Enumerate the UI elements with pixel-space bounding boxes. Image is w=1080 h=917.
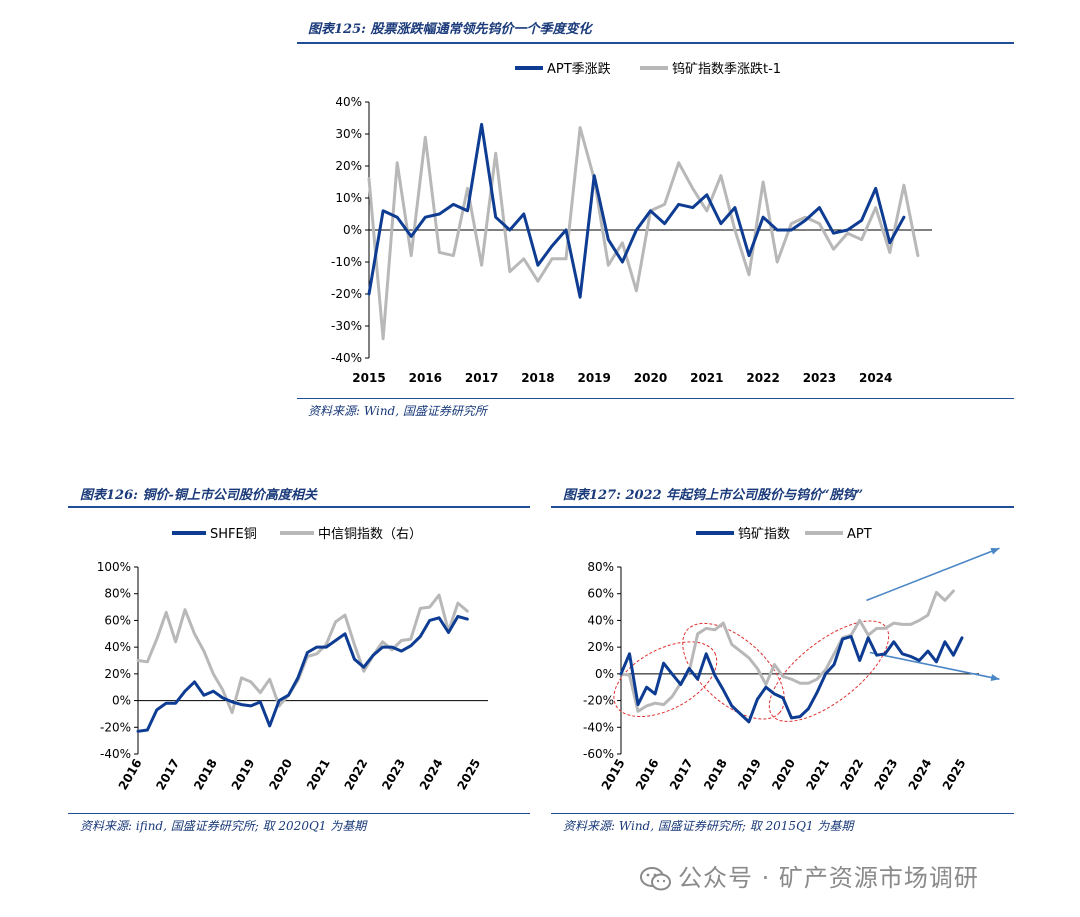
fig126-top-rule [68, 506, 530, 508]
fig127-chart: -60%-40%-20%0%20%40%60%80%2015 2016 2017 20… [583, 526, 1000, 793]
fig127-source: 资料来源: Wind, 国盛证券研究所; 取 2015Q1 为基期 [563, 819, 854, 833]
fig126-title: 图表126: 铜价-铜上市公司股价高度相关 [80, 488, 317, 503]
y-tick-label: 0% [112, 694, 131, 708]
x-tick-label: 2018 [191, 757, 220, 793]
x-tick-label: 2020 [266, 757, 295, 793]
x-tick-label: 2016 [116, 757, 145, 793]
x-tick-label: 2023 [379, 757, 408, 793]
fig127-title: 图表127: 2022 年起钨上市公司股价与钨价“脱钩” [563, 488, 864, 503]
legend-label: SHFE铜 [210, 527, 257, 542]
y-tick-label: -40% [331, 351, 362, 365]
annotation-ellipse [682, 622, 785, 720]
y-tick-label: -20% [100, 720, 131, 734]
x-tick-label: 2019 [735, 757, 764, 793]
fig125-chart: -40% -30% -20% -10% 0% 10% 20% 30% 40% 2015 2016 20… [331, 61, 932, 385]
series-line [367, 122, 906, 299]
y-tick-label: 20% [104, 667, 131, 681]
fig127-top-rule [551, 506, 1014, 508]
x-tick-label: 2015 [599, 757, 628, 793]
wechat-watermark: 公众号 · 矿产资源市场调研 [640, 858, 979, 893]
x-tick-label: 2023 [803, 371, 836, 385]
annotation-arrow [866, 547, 1000, 602]
x-tick-label: 2019 [229, 757, 258, 793]
series-line [619, 635, 964, 724]
fig126-chart: -40% -20% 0% 20% 40% 60% 80% 100% 2016 2017 2018 20… [97, 527, 488, 793]
x-tick-label: 2016 [409, 371, 442, 385]
fig126-source: 资料来源: ifind, 国盛证券研究所; 取 2020Q1 为基期 [80, 819, 367, 833]
y-tick-label: -20% [331, 287, 362, 301]
x-tick-label: 2024 [906, 757, 935, 793]
x-tick-label: 2022 [837, 757, 866, 793]
x-tick-label: 2021 [304, 757, 333, 793]
x-tick-label: 2015 [352, 371, 385, 385]
fig125-bottom-rule [297, 398, 1014, 399]
y-tick-label: 0% [343, 223, 362, 237]
y-tick-label: 20% [587, 640, 614, 654]
y-tick-label: -40% [100, 747, 131, 761]
annotation-arrowhead [990, 674, 1000, 681]
annotation-ellipse [613, 641, 718, 718]
series-line [367, 126, 920, 341]
fig125-title: 图表125: 股票涨跌幅通常领先钨价一个季度变化 [308, 22, 592, 37]
watermark-text: 公众号 · 矿产资源市场调研 [678, 864, 979, 892]
x-tick-label: 2016 [633, 757, 662, 793]
y-tick-label: -10% [331, 255, 362, 269]
x-tick-label: 2018 [521, 371, 554, 385]
fig126-bottom-rule [68, 813, 530, 814]
x-tick-label: 2025 [940, 757, 969, 793]
x-tick-label: 2020 [634, 371, 667, 385]
y-tick-label: 0% [595, 667, 614, 681]
x-tick-label: 2017 [153, 757, 182, 793]
y-tick-label: -20% [583, 694, 614, 708]
fig127-bottom-rule [551, 813, 1014, 814]
x-tick-label: 2022 [342, 757, 371, 793]
series-line [136, 593, 469, 715]
fig125-source: 资料来源: Wind, 国盛证券研究所 [308, 404, 487, 418]
series-line [619, 589, 955, 713]
x-tick-label: 2017 [465, 371, 498, 385]
y-tick-label: 40% [587, 613, 614, 627]
series-line [136, 614, 469, 733]
y-tick-label: 40% [104, 640, 131, 654]
y-tick-label: 20% [335, 159, 362, 173]
x-tick-label: 2024 [859, 371, 892, 385]
fig125-top-rule [297, 42, 1014, 44]
y-tick-label: 30% [335, 127, 362, 141]
x-tick-label: 2021 [803, 757, 832, 793]
legend-label: APT [847, 527, 872, 542]
x-tick-label: 2023 [872, 757, 901, 793]
legend-label: 钨矿指数季涨跌t-1 [672, 61, 781, 77]
y-tick-label: 100% [97, 560, 131, 574]
wechat-icon [640, 867, 671, 891]
y-tick-label: -60% [583, 747, 614, 761]
y-tick-label: 80% [104, 587, 131, 601]
x-tick-label: 2022 [746, 371, 779, 385]
y-tick-label: 60% [587, 587, 614, 601]
y-tick-label: 60% [104, 613, 131, 627]
legend-label: 中信铜指数（右） [318, 527, 422, 542]
legend-label: APT季涨跌 [547, 61, 611, 77]
y-tick-label: 10% [335, 191, 362, 205]
y-tick-label: -40% [583, 720, 614, 734]
x-tick-label: 2020 [769, 757, 798, 793]
annotation-arrowhead [990, 548, 1000, 555]
legend-label: 钨矿指数 [738, 526, 790, 542]
y-tick-label: 40% [335, 95, 362, 109]
x-tick-label: 2019 [577, 371, 610, 385]
x-tick-label: 2018 [701, 757, 730, 793]
x-tick-label: 2017 [667, 757, 696, 793]
x-tick-label: 2021 [690, 371, 723, 385]
x-tick-label: 2024 [417, 757, 446, 793]
x-tick-label: 2025 [454, 757, 483, 793]
y-tick-label: -30% [331, 319, 362, 333]
annotation-arrow [869, 651, 1000, 680]
y-tick-label: 80% [587, 560, 614, 574]
